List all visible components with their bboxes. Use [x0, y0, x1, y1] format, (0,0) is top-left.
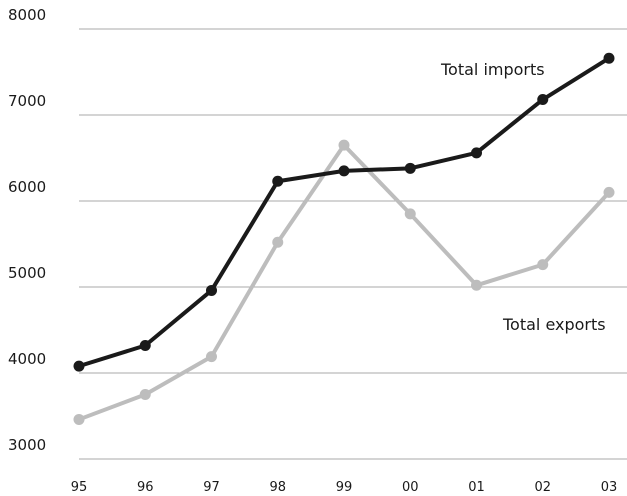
data-point: [537, 259, 549, 271]
y-axis-tick-labels: 3000 4000 5000 6000 7000 8000: [8, 6, 46, 454]
series-label-total-imports: Total imports: [440, 60, 545, 79]
gridlines: [79, 28, 627, 460]
data-point: [73, 360, 85, 372]
series-lines: [73, 52, 615, 425]
data-point: [338, 139, 350, 151]
data-point: [338, 165, 350, 177]
x-tick-label: 99: [336, 480, 353, 495]
data-point: [139, 389, 151, 400]
data-point: [471, 279, 482, 291]
x-tick-label: 01: [468, 480, 485, 495]
x-tick-label: 03: [601, 480, 618, 495]
x-tick-label: 95: [71, 480, 88, 495]
y-tick-label: 7000: [8, 92, 46, 110]
x-tick-label: 96: [137, 480, 154, 495]
data-point: [139, 339, 151, 351]
y-tick-label: 5000: [8, 264, 46, 282]
data-point: [537, 94, 549, 106]
y-tick-label: 8000: [8, 6, 46, 24]
x-axis-tick-labels: 95 96 97 98 99 00 01 02 03: [71, 480, 618, 495]
x-tick-label: 97: [203, 480, 220, 495]
data-point: [404, 208, 416, 220]
y-tick-label: 3000: [8, 436, 46, 454]
data-point: [272, 236, 284, 248]
series-total-exports: [73, 139, 615, 425]
data-point: [603, 186, 615, 198]
data-point: [272, 175, 284, 187]
y-tick-label: 6000: [8, 178, 46, 196]
data-point: [404, 162, 416, 174]
data-point: [603, 52, 615, 64]
x-tick-label: 98: [269, 480, 286, 495]
data-point: [471, 147, 482, 159]
x-tick-label: 00: [402, 480, 419, 495]
series-line: [77, 143, 611, 422]
data-point: [73, 413, 85, 425]
series-label-total-exports: Total exports: [502, 315, 606, 334]
series-total-imports: [73, 52, 615, 372]
x-tick-label: 02: [534, 480, 551, 495]
data-point: [206, 284, 217, 296]
data-point: [206, 351, 217, 363]
y-tick-label: 4000: [8, 350, 46, 368]
